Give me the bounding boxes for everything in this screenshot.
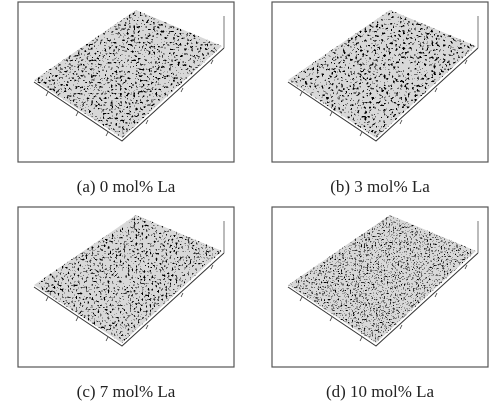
afm-panel: (a) 0 mol% La bbox=[18, 2, 234, 196]
caption: (c) 7 mol% La bbox=[77, 382, 176, 401]
figure: (a) 0 mol% La (b) 3 mol% La (c) 7 mol% La (… bbox=[0, 0, 490, 406]
afm-panel: (b) 3 mol% La bbox=[272, 2, 488, 196]
caption: (b) 3 mol% La bbox=[330, 177, 430, 196]
afm-panel: (d) 10 mol% La bbox=[272, 207, 488, 401]
caption: (a) 0 mol% La bbox=[77, 177, 176, 196]
afm-panel: (c) 7 mol% La bbox=[18, 207, 234, 401]
caption: (d) 10 mol% La bbox=[326, 382, 435, 401]
